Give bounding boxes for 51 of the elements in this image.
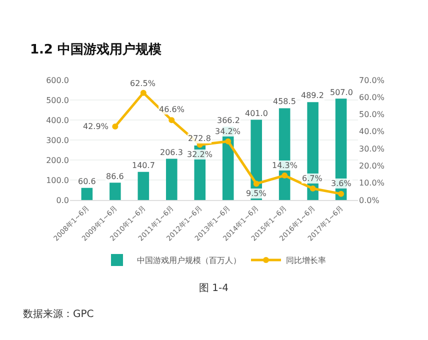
point (253, 180, 260, 187)
data-label: 86.6 (106, 172, 124, 181)
y-tick-label: 200.0 (46, 156, 69, 165)
y2-tick-label: 10.0% (359, 178, 385, 188)
y-tick-label: 300.0 (46, 136, 69, 145)
y-tick-label: 500.0 (46, 96, 69, 105)
y2-tick-label: 30.0% (359, 144, 385, 154)
data-label: 32.2% (187, 150, 213, 159)
point (282, 172, 288, 178)
data-label: 458.5 (273, 97, 296, 106)
data-label: 489.2 (301, 91, 324, 100)
point (310, 186, 316, 192)
point (225, 138, 232, 144)
legend-label: 同比增长率 (286, 256, 326, 266)
bar (166, 158, 178, 200)
data-label: 140.7 (132, 161, 155, 170)
y-tick-label: 600.0 (46, 76, 69, 85)
y-tick-label: 0.0 (56, 196, 69, 205)
y2-tick-label: 60.0% (359, 92, 385, 102)
bar (138, 172, 150, 200)
data-label: 14.3% (272, 161, 298, 170)
y2-tick-label: 0.0% (359, 196, 380, 205)
point (112, 123, 118, 130)
data-label: 60.6 (78, 177, 96, 186)
y-tick-label: 100.0 (46, 176, 69, 185)
y2-tick-label: 40.0% (359, 127, 385, 136)
data-label: 6.7% (302, 174, 323, 183)
data-label: 42.9% (83, 122, 109, 131)
legend-label: 中国游戏用户规模（百万人） (137, 256, 241, 266)
data-label: 46.6% (159, 105, 185, 114)
y2-tick-label: 50.0% (359, 110, 385, 120)
data-label: 401.0 (245, 109, 268, 118)
y2-tick-label: 20.0% (359, 162, 385, 171)
bar (81, 188, 93, 200)
data-label: 9.5% (246, 189, 267, 198)
point (140, 90, 146, 96)
data-label: 366.2 (217, 116, 240, 125)
source-note: 数据来源：GPC (23, 308, 94, 320)
y-tick-label: 400.0 (46, 116, 69, 125)
data-label: 34.2% (215, 127, 241, 136)
point (168, 117, 175, 124)
data-label: 272.8 (188, 134, 211, 143)
data-label: 62.5% (130, 79, 156, 88)
data-label: 206.3 (160, 148, 183, 157)
y2-tick-label: 70.0% (359, 76, 385, 85)
bar (110, 182, 121, 200)
data-label: 3.6% (331, 179, 352, 188)
chart-title: 1.2 中国游戏用户规模 (30, 41, 162, 58)
caption: 图 1-4 (199, 283, 229, 294)
data-label: 507.0 (330, 88, 353, 97)
point (338, 190, 344, 197)
